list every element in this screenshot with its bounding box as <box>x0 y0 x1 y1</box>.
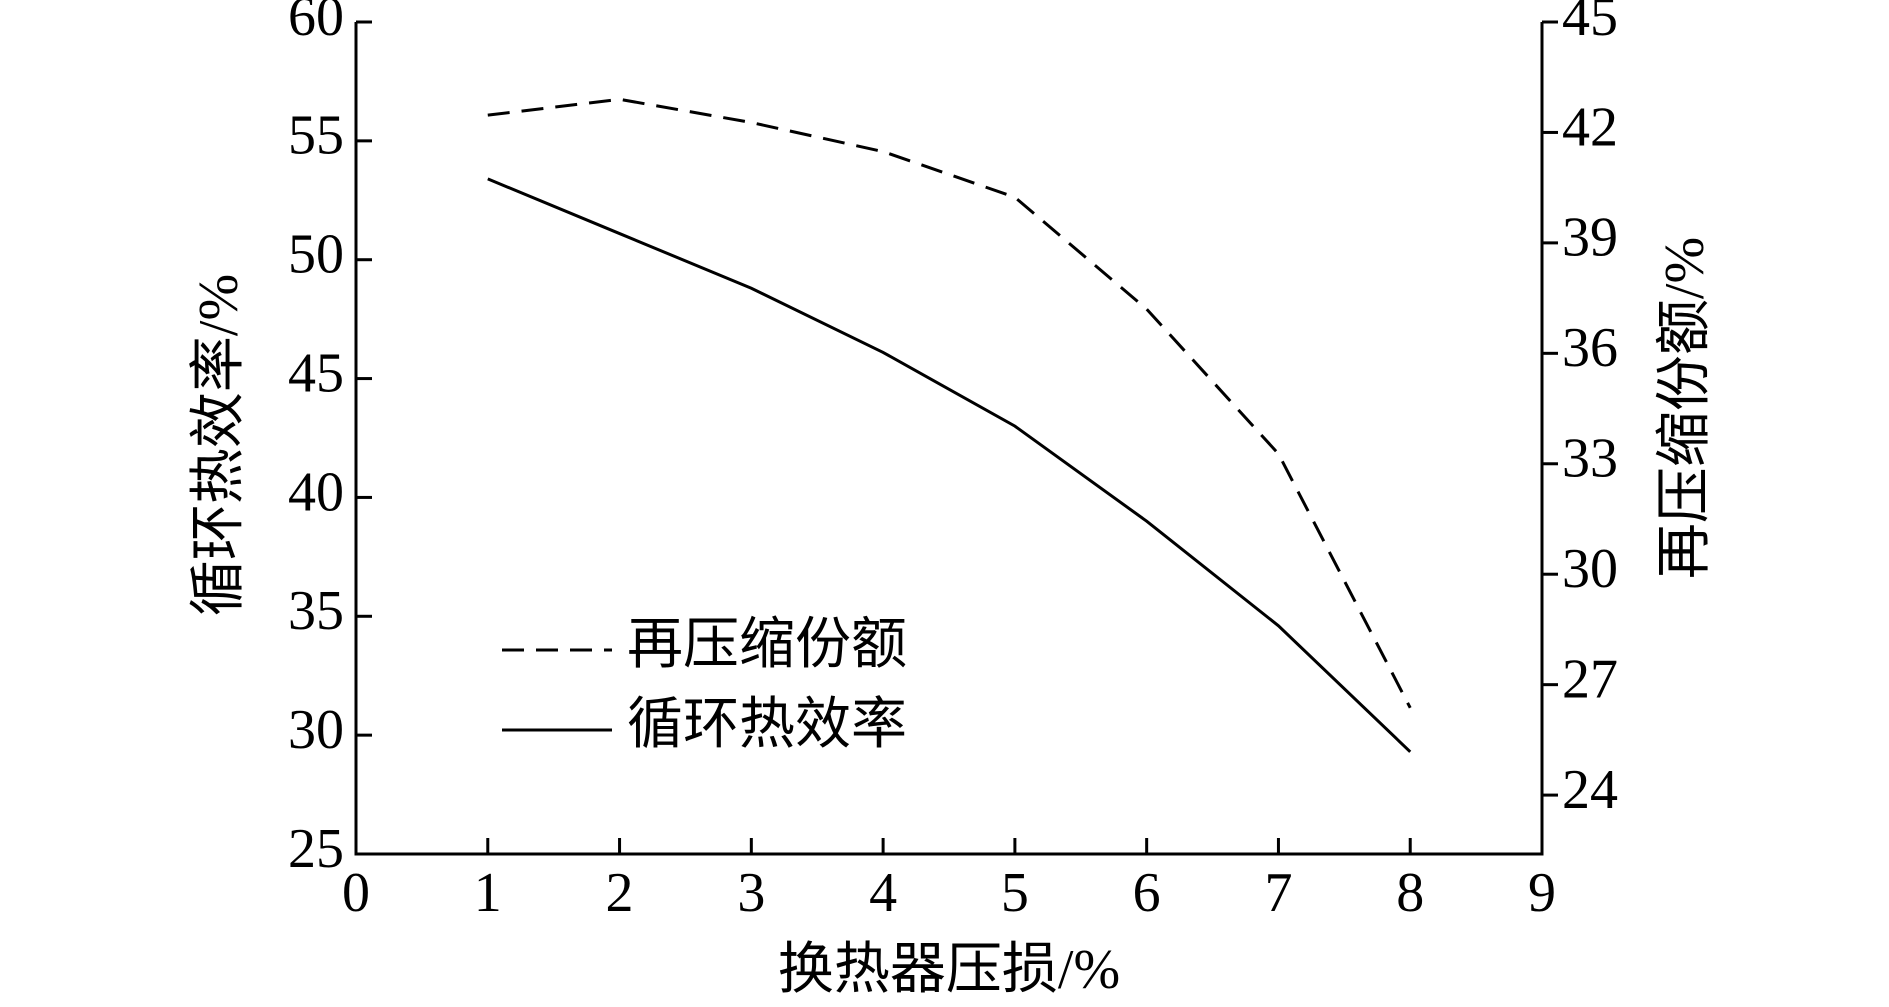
series-line <box>487 177 1412 753</box>
x-tick-label: 4 <box>869 862 897 924</box>
x-axis-label: 换热器压损/% <box>778 939 1120 1001</box>
y-tick-label: 40 <box>288 461 344 523</box>
x-tick-label: 5 <box>1001 862 1029 924</box>
x-tick-label: 2 <box>606 862 634 924</box>
y2-tick-label: 33 <box>1562 428 1618 490</box>
y-tick-label: 25 <box>288 818 344 880</box>
y-tick-label: 50 <box>288 224 344 286</box>
y2-tick-label: 42 <box>1562 96 1618 158</box>
x-tick-label: 6 <box>1133 862 1161 924</box>
x-tick-label: 1 <box>474 862 502 924</box>
y-tick-label: 35 <box>288 580 344 642</box>
x-tick-label: 9 <box>1528 862 1556 924</box>
legend-label: 循环热效率 <box>627 694 907 756</box>
y2-tick-label: 30 <box>1562 538 1618 600</box>
y-tick-label: 60 <box>288 0 344 48</box>
x-tick-label: 3 <box>737 862 765 924</box>
y-tick-label: 45 <box>288 342 344 404</box>
y2-tick-label: 24 <box>1562 759 1618 821</box>
y-tick-label: 55 <box>288 105 344 167</box>
x-tick-label: 8 <box>1396 862 1424 924</box>
y2-axis-label: 再压缩份额/% <box>1654 237 1716 579</box>
y2-tick-label: 45 <box>1562 0 1618 48</box>
y-axis-label: 循环热效率/% <box>188 274 250 616</box>
legend-label: 再压缩份额 <box>627 614 907 676</box>
x-tick-label: 7 <box>1264 862 1292 924</box>
plot-frame <box>354 22 1544 856</box>
x-tick-label: 0 <box>342 862 370 924</box>
y-tick-label: 30 <box>288 699 344 761</box>
y2-tick-label: 39 <box>1562 207 1618 269</box>
y2-tick-label: 36 <box>1562 317 1618 379</box>
series-line <box>487 97 1412 709</box>
y2-tick-label: 27 <box>1562 648 1618 710</box>
